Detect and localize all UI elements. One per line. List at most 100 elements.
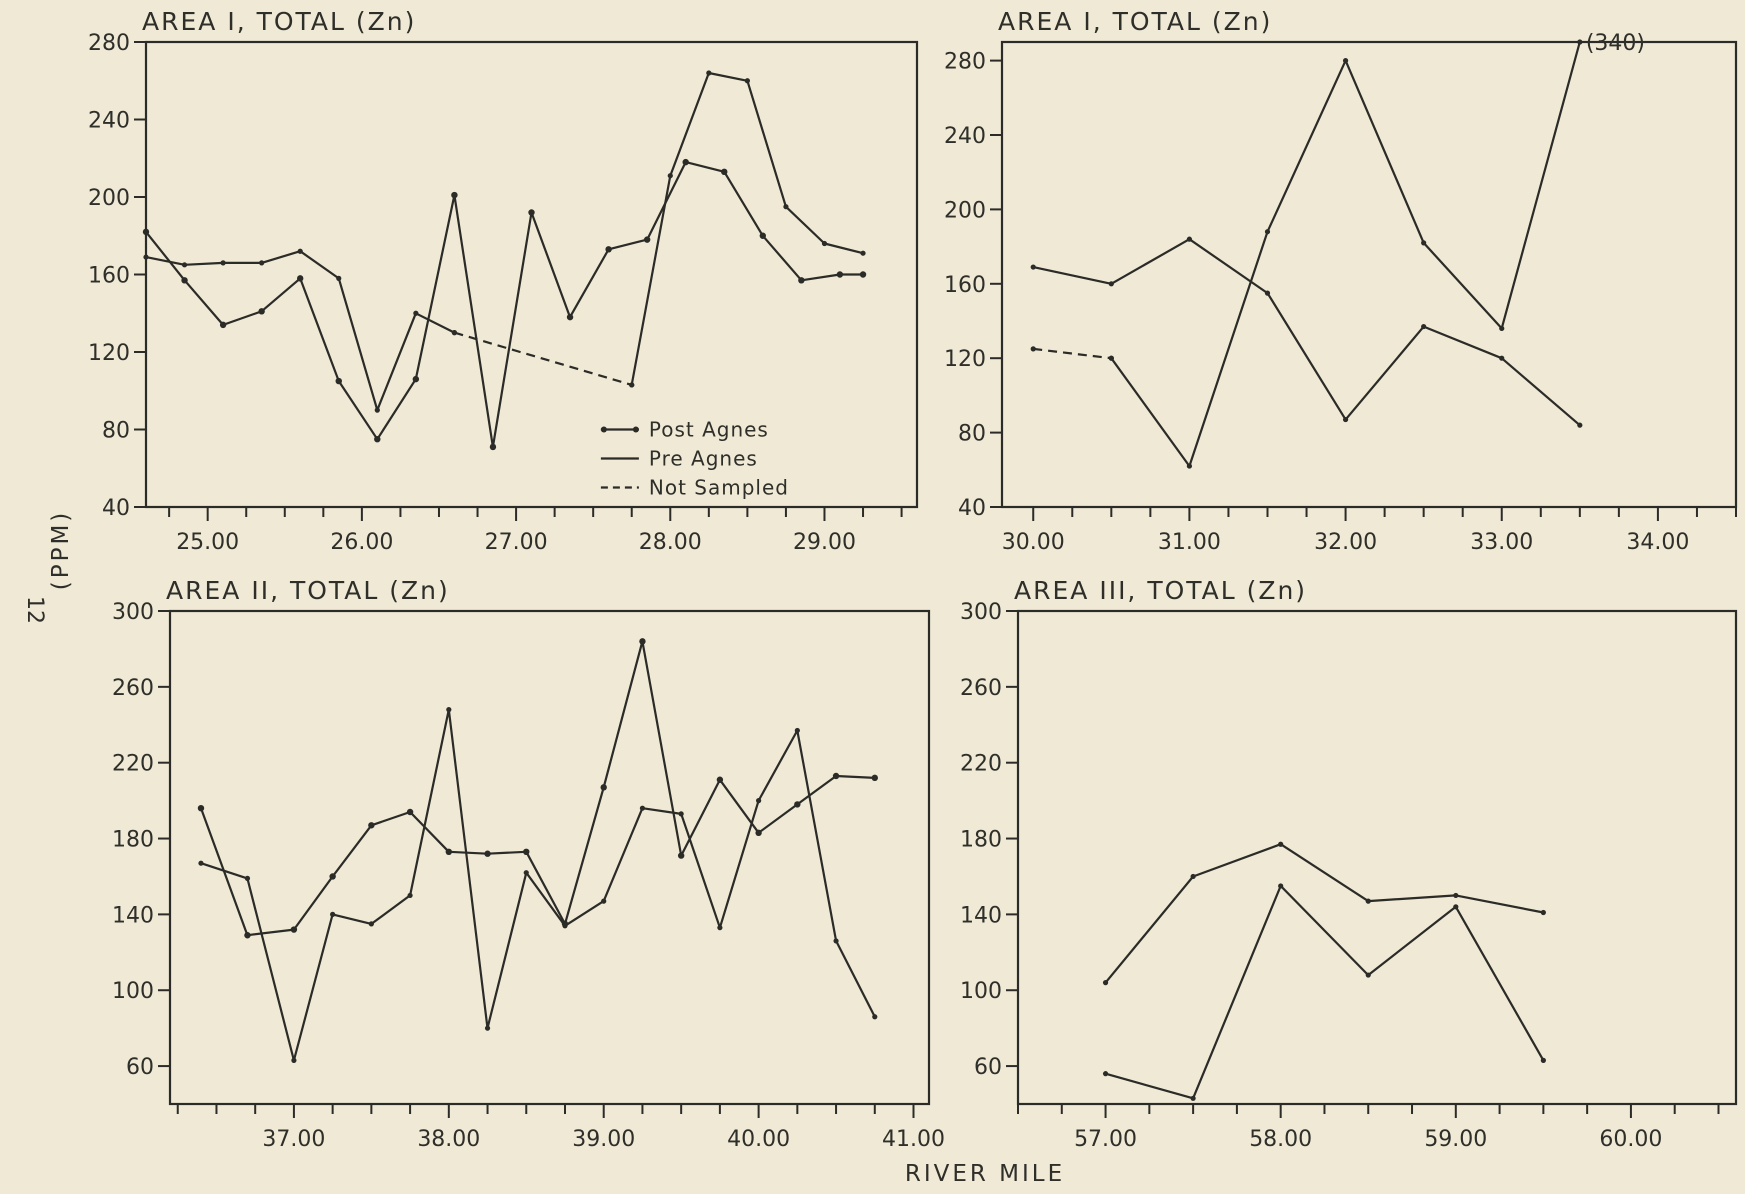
data-point <box>1365 898 1371 904</box>
data-point <box>872 1014 878 1020</box>
data-point <box>721 168 728 176</box>
y-tick-label: 180 <box>112 828 154 853</box>
data-point <box>368 822 375 829</box>
data-point <box>1030 346 1036 352</box>
data-point <box>446 707 452 713</box>
series-line <box>1105 884 1545 1100</box>
data-point <box>291 1057 297 1063</box>
series-line <box>1104 843 1544 984</box>
chart-title: AREA III, TOTAL (Zn) <box>1014 576 1307 605</box>
data-point <box>1342 416 1349 423</box>
y-tick-label: 300 <box>112 600 154 625</box>
y-tick-label: 300 <box>960 600 1002 625</box>
x-tick-label: 57.00 <box>1074 1127 1137 1152</box>
x-tick-label: 30.00 <box>1002 530 1065 555</box>
data-point <box>717 925 723 931</box>
data-point <box>445 848 453 856</box>
y-tick-label: 280 <box>944 50 986 75</box>
data-point <box>1453 892 1459 899</box>
data-point <box>406 808 414 816</box>
x-tick-label: 29.00 <box>793 530 856 555</box>
y-tick-label: 80 <box>958 422 986 447</box>
y-tick-label: 160 <box>88 264 130 289</box>
data-point <box>451 330 457 336</box>
data-point <box>783 204 789 210</box>
series-line <box>199 640 875 937</box>
y-tick-label: 180 <box>960 828 1002 853</box>
data-point <box>1499 355 1505 361</box>
data-point <box>821 240 828 247</box>
data-point <box>297 248 303 254</box>
x-tick-label: 39.00 <box>572 1127 635 1152</box>
data-point <box>335 377 342 385</box>
series-line <box>200 708 876 1062</box>
data-point <box>1190 1095 1196 1101</box>
data-point <box>1278 841 1284 847</box>
x-tick-label: 59.00 <box>1424 1127 1487 1152</box>
value-annotation: (340) <box>1586 31 1645 56</box>
data-point <box>1540 1057 1546 1063</box>
series-line <box>1032 238 1581 427</box>
data-point <box>181 277 188 284</box>
data-point <box>1278 883 1284 889</box>
data-point <box>336 275 342 281</box>
series-line <box>1110 41 1581 468</box>
data-point <box>601 898 607 904</box>
data-point <box>1365 972 1371 978</box>
x-axis-label: RIVER MILE <box>905 1161 1065 1187</box>
y-tick-label: 40 <box>958 496 986 521</box>
data-point <box>629 382 635 388</box>
data-point <box>561 920 569 928</box>
y-tick-label: 200 <box>944 198 986 223</box>
data-point <box>1499 325 1505 332</box>
y-tick-label: 260 <box>112 676 154 701</box>
data-point <box>1421 240 1427 246</box>
x-tick-label: 33.00 <box>1470 530 1533 555</box>
x-tick-label: 26.00 <box>330 530 393 555</box>
data-point <box>833 938 839 944</box>
data-point <box>755 829 762 837</box>
panel-area-ii: AREA II, TOTAL (Zn) 60 100 140 180 220 260 300 3… <box>112 576 945 1152</box>
data-point <box>220 260 226 266</box>
data-point <box>639 805 646 811</box>
plot-frame <box>168 609 931 1106</box>
data-point <box>374 435 381 443</box>
data-point <box>219 321 227 329</box>
data-point <box>836 271 844 278</box>
data-point <box>798 277 805 284</box>
y-tick-label: 160 <box>944 273 986 298</box>
data-point <box>832 772 840 780</box>
data-point <box>1102 980 1109 986</box>
plot-frame <box>1016 609 1738 1106</box>
x-tick-label: 41.00 <box>882 1127 945 1152</box>
data-point <box>1342 58 1349 64</box>
y-tick-label: 220 <box>960 752 1002 777</box>
chart-title: AREA I, TOTAL (Zn) <box>998 7 1272 36</box>
legend-entry-label: Not Sampled <box>649 476 789 500</box>
data-point <box>1186 236 1193 242</box>
data-point <box>605 246 612 253</box>
data-point <box>297 275 304 282</box>
y-tick-label: 240 <box>88 109 130 134</box>
y-tick-label: 140 <box>960 903 1002 928</box>
x-tick-label: 60.00 <box>1599 1127 1662 1152</box>
data-point <box>643 236 651 243</box>
x-tick-label: 34.00 <box>1626 530 1689 555</box>
panel-area-iii: AREA III, TOTAL (Zn) 60 100 140 180 220 260 300… <box>960 576 1738 1152</box>
data-point <box>451 191 458 199</box>
data-point <box>1030 264 1036 270</box>
series-line <box>145 250 455 412</box>
data-point <box>682 158 689 166</box>
data-point <box>744 78 750 84</box>
data-point <box>716 776 724 783</box>
data-point <box>1108 355 1114 361</box>
data-point <box>484 1025 491 1031</box>
x-tick-label: 32.00 <box>1314 530 1377 555</box>
y-tick-label: 80 <box>102 419 130 444</box>
x-tick-label: 27.00 <box>485 530 548 555</box>
x-tick-label: 37.00 <box>262 1127 325 1152</box>
data-point <box>639 638 646 645</box>
data-point <box>484 850 491 857</box>
panel-area-i-right: AREA I, TOTAL (Zn) 40 80 120 160 200 240 280 30.… <box>944 7 1738 555</box>
